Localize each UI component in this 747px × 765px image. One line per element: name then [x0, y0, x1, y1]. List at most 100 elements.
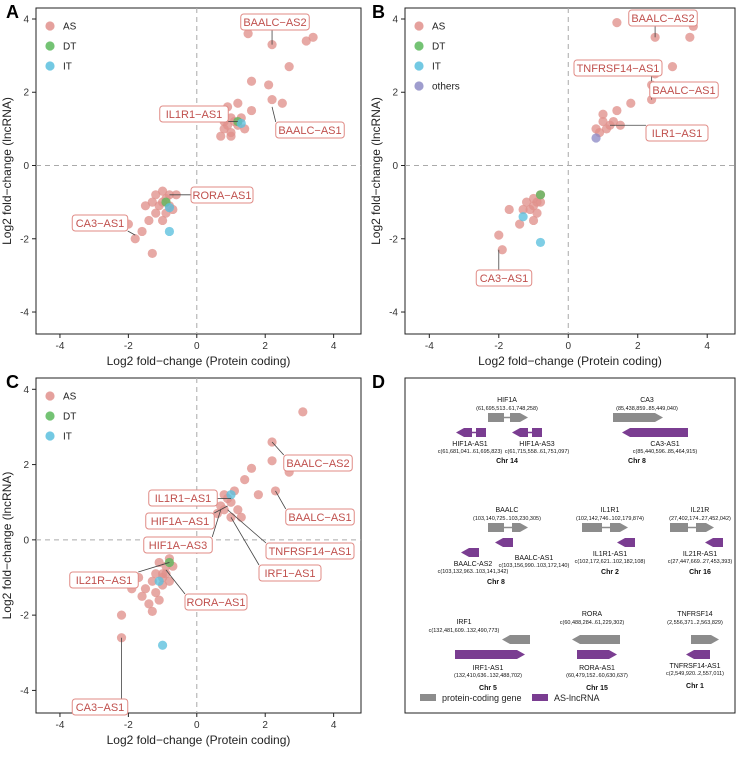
x-tick-label: -4 — [425, 341, 434, 352]
callout-box — [475, 269, 533, 287]
data-point-as — [298, 407, 308, 417]
data-point-as — [212, 508, 222, 519]
callout-label: BAALC−AS2 — [631, 13, 694, 25]
panel-a-scatter: A -4 -2 0 2 4 -4 -2 0 2 4 Log2 fold−change (Protein… — [0, 2, 362, 368]
y-tick-label: 0 — [23, 535, 29, 546]
gene-coord: c(132,481,609..132,490,773) — [429, 628, 500, 634]
callout-box — [184, 593, 248, 611]
gene-coord: c(61,681,041..61,695,823) — [438, 449, 503, 455]
callout-label: ILR1−AS1 — [652, 128, 702, 140]
chromosome-label: Chr 14 — [496, 458, 518, 465]
data-point-as — [157, 215, 168, 226]
gene-coord: (85,438,859..85,449,040) — [616, 406, 678, 412]
data-point-dt — [535, 190, 546, 200]
data-point-as — [504, 204, 514, 215]
gene-coord: c(103,156,990..103,172,140) — [499, 563, 570, 569]
data-point-as — [151, 190, 161, 200]
data-point-as — [140, 201, 151, 211]
y-tick-label: 0 — [23, 161, 29, 172]
gene-name: HIF1A-AS3 — [519, 441, 555, 448]
legend-label: AS — [63, 22, 77, 33]
y-tick-label: 4 — [392, 14, 398, 25]
legend-label: others — [432, 82, 460, 93]
gene-name: CA3 — [640, 397, 654, 404]
data-point-as — [219, 124, 229, 134]
as-lncrna-gene — [456, 428, 486, 437]
panel-letter: A — [6, 2, 19, 22]
legend-label: AS — [63, 392, 77, 403]
legend-label: DT — [63, 42, 76, 53]
callout-box — [71, 698, 129, 716]
callout-label: BAALC−AS1 — [278, 125, 341, 137]
data-point-as — [685, 32, 695, 42]
data-point-as — [497, 245, 507, 255]
legend-label: AS — [432, 22, 446, 33]
data-point-it — [535, 237, 546, 248]
legend-swatch — [45, 41, 55, 51]
y-tick-label: -4 — [20, 308, 29, 319]
data-point-it — [226, 490, 236, 500]
protein-coding-gene — [582, 523, 628, 532]
legend-label: AS-lncRNA — [554, 693, 600, 703]
data-point-as — [284, 62, 294, 72]
data-point-as — [151, 208, 161, 218]
data-point-as — [144, 215, 154, 226]
data-point-as — [612, 105, 622, 116]
as-lncrna-gene — [512, 428, 542, 437]
legend-label: IT — [63, 432, 72, 443]
gene-name: TNFRSF14 — [677, 611, 713, 618]
callout-label: CA3−AS1 — [76, 218, 125, 230]
as-lncrna-gene — [577, 650, 617, 659]
gene-name: IL21R-AS1 — [683, 551, 717, 558]
gene-name: RORA-AS1 — [579, 665, 615, 672]
panel-d-gene-diagram: DHIF1A(61,695,513..61,748,258)HIF1A-AS1c… — [372, 372, 736, 714]
callout-box — [573, 59, 663, 77]
y-tick-label: -4 — [389, 308, 398, 319]
gene-coord: c(27,447,669..27,453,393) — [668, 559, 733, 565]
legend-swatch — [45, 21, 55, 31]
gene-name: TNFRSF14-AS1 — [670, 663, 721, 670]
data-point-as — [532, 208, 542, 218]
protein-coding-gene — [488, 413, 528, 422]
y-tick-label: -2 — [20, 234, 29, 245]
data-point-it — [236, 118, 246, 128]
x-tick-label: -2 — [124, 720, 133, 731]
data-point-as — [219, 505, 229, 515]
as-lncrna-gene — [461, 548, 479, 557]
x-axis-title: Log2 fold−change (Protein coding) — [478, 354, 662, 368]
data-point-it — [154, 576, 164, 586]
x-tick-label: 4 — [704, 341, 710, 352]
gene-coord: c(85,440,596..85,464,915) — [633, 449, 698, 455]
callout-box — [283, 454, 353, 472]
data-point-as — [267, 40, 277, 50]
y-tick-label: -2 — [389, 234, 398, 245]
legend-swatch — [45, 411, 55, 421]
legend-swatch — [414, 81, 424, 91]
x-tick-label: -4 — [55, 341, 64, 352]
as-lncrna-gene — [705, 538, 723, 547]
protein-coding-gene — [670, 523, 714, 532]
gene-coord: (132,410,636..132,488,702) — [454, 673, 522, 679]
y-axis-title: Log2 fold−change (lncRNA) — [369, 97, 383, 245]
legend-label: IT — [432, 62, 441, 73]
legend-label: IT — [63, 62, 72, 73]
data-point-as — [154, 595, 164, 605]
chromosome-label: Chr 2 — [601, 569, 619, 576]
gene-name: BAALC-AS2 — [454, 561, 493, 568]
data-point-as — [240, 475, 250, 485]
y-tick-label: 2 — [23, 88, 29, 99]
callout-label: BAALC−AS1 — [288, 512, 351, 524]
data-point-as — [151, 587, 161, 598]
x-tick-label: 0 — [565, 341, 571, 352]
chromosome-label: Chr 5 — [479, 685, 497, 692]
data-point-others — [591, 133, 601, 143]
data-point-as — [626, 98, 636, 108]
protein-coding-gene — [691, 635, 719, 644]
data-point-as — [233, 505, 243, 515]
x-tick-label: 4 — [331, 341, 337, 352]
data-point-it — [518, 212, 528, 222]
data-point-as — [521, 197, 532, 207]
plot-frame — [404, 7, 736, 335]
data-point-as — [518, 204, 528, 215]
data-point-as — [264, 80, 274, 90]
